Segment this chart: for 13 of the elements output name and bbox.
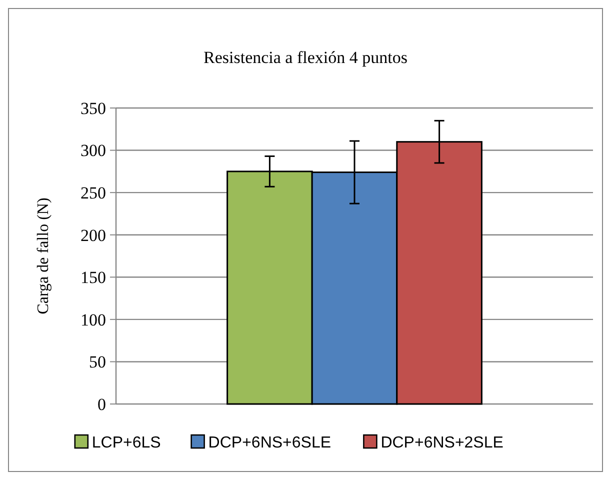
chart-title: Resistencia a flexión 4 puntos xyxy=(204,48,408,67)
legend-label: DCP+6NS+2SLE xyxy=(380,434,504,452)
y-tick-label: 300 xyxy=(80,141,106,160)
legend-label: DCP+6NS+6SLE xyxy=(208,434,332,452)
legend-label: LCP+6LS xyxy=(92,434,161,452)
y-tick-label: 200 xyxy=(80,226,106,245)
y-tick-label: 100 xyxy=(80,310,106,330)
y-axis-title: Carga de fallo (N) xyxy=(35,198,52,314)
y-tick-label: 50 xyxy=(89,352,106,372)
y-tick-label: 250 xyxy=(80,184,106,203)
y-tick-label: 350 xyxy=(80,98,106,118)
y-tick-label: 0 xyxy=(98,394,106,414)
y-tick-label: 150 xyxy=(80,268,106,288)
